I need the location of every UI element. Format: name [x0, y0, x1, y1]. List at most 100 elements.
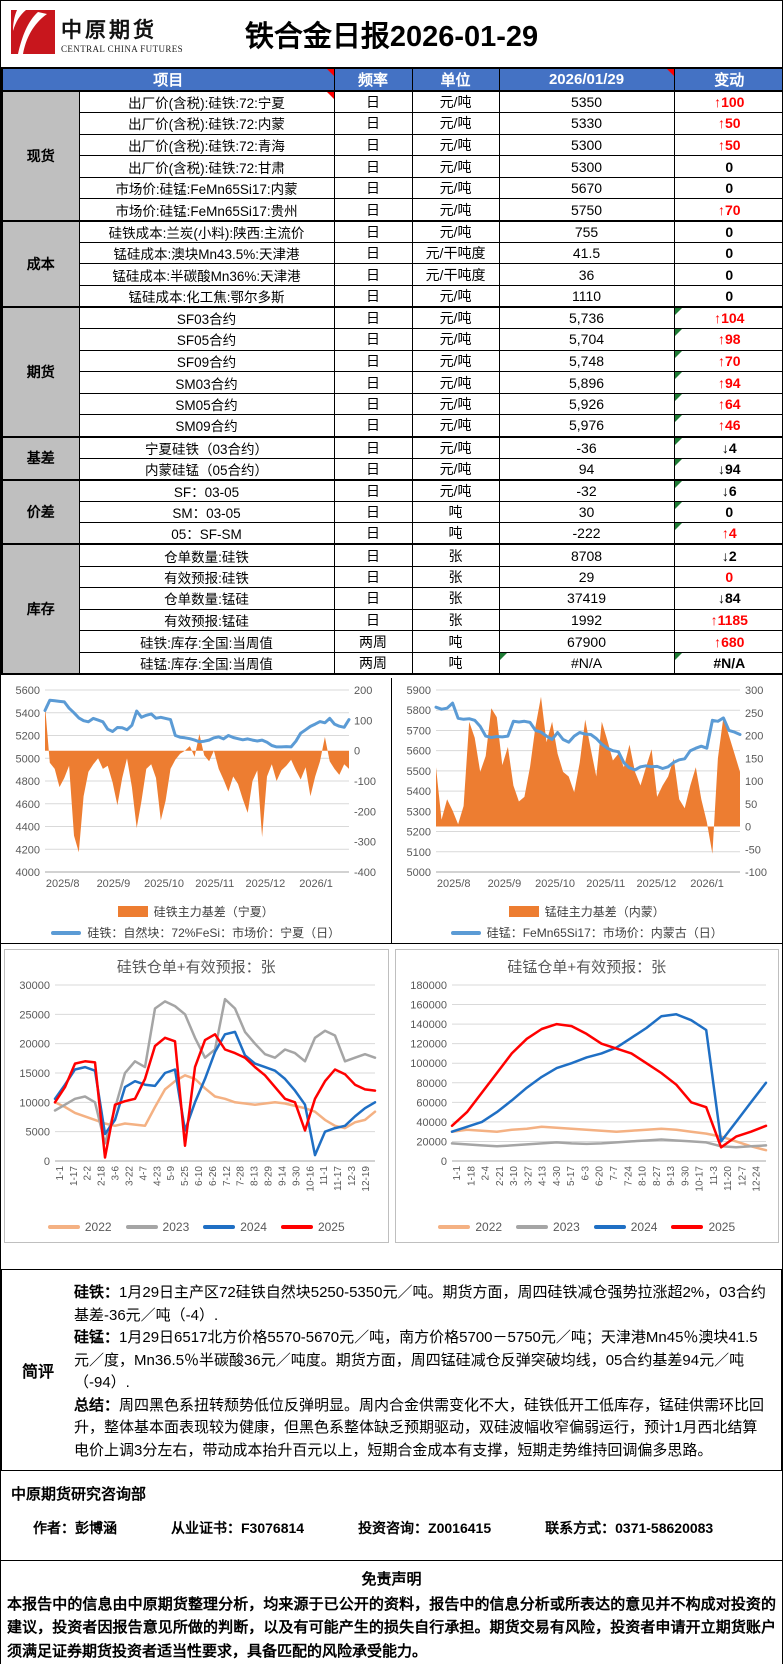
cell-frequency: 日: [333, 305, 413, 330]
cell-item: 宁夏硅铁（03合约）: [78, 435, 335, 459]
cell-value: 5300: [498, 133, 675, 157]
column-header-3: 2026/01/29: [498, 67, 675, 92]
cell-change: ↑1185: [673, 608, 782, 632]
y-axis-tick-right: 200: [745, 731, 763, 743]
y-axis-tick-left: 60000: [416, 1097, 447, 1109]
y-axis-tick-left: 5200: [406, 827, 430, 839]
legend-item: 2023: [516, 1220, 580, 1234]
y-axis-tick-left: 5000: [16, 753, 40, 765]
cell-item: SM03合约: [78, 371, 335, 394]
y-axis-tick-right: -100: [745, 867, 767, 879]
table-row: 硅锰:库存:全国:当周值 两周吨 #N/A #N/A: [2, 651, 782, 675]
y-axis-tick-right: 250: [745, 708, 763, 720]
cell-unit: 元/吨: [411, 90, 500, 114]
disclaimer-section: 免责声明 本报告中的信息由中原期货整理分析，均来源于已公开的资料，报告中的信息分…: [1, 1560, 782, 1664]
table-row: 内蒙硅锰（05合约）日元/吨 94 ↓94: [2, 457, 782, 481]
legend-swatch-line: [51, 930, 82, 935]
table-row: 价差 SF：03-05 日元/吨 -32 ↓6: [1, 478, 782, 545]
cell-change: 0: [673, 263, 782, 286]
comment-paragraph-text: 1月29日主产区72硅铁自然块5250-5350元／吨。期货方面，周四硅铁减仓强…: [74, 1284, 766, 1324]
x-axis-tick: 8-27: [651, 1166, 662, 1186]
x-axis-tick: 12-19: [361, 1166, 372, 1192]
cell-frequency: 日: [333, 587, 413, 610]
x-axis-tick: 9-14: [278, 1166, 289, 1186]
chart-sm-basis: 5000 5100 5200 5300 5400 5500 5600 5700 5800 5900…: [392, 678, 783, 943]
company-name: 中原期货 CENTRAL CHINA FUTURES: [61, 14, 183, 54]
cell-frequency: 日: [333, 500, 413, 524]
cell-unit: 元/吨: [411, 328, 500, 351]
cell-item: 出厂价(含税):硅铁:72:甘肃: [78, 155, 335, 178]
legend-item: 2024: [203, 1220, 267, 1234]
x-axis-tick: 8-10: [637, 1166, 648, 1186]
y-axis-tick-right: 300: [745, 685, 763, 697]
y-axis-tick-right: 150: [745, 753, 763, 765]
legend-label: 2023: [162, 1220, 190, 1235]
x-axis-tick: 11-3: [708, 1166, 719, 1186]
cell-unit: 元/吨: [411, 435, 500, 459]
cell-change: #N/A: [673, 651, 782, 675]
cell-frequency: 日: [333, 414, 413, 437]
cell-value: -32: [498, 478, 675, 502]
table-row: 市场价:硅锰:FeMn65Si17:贵州日元/吨 5750 ↑70: [2, 198, 782, 222]
x-axis-tick: 11-1: [319, 1166, 330, 1186]
cell-change: ↓6: [673, 478, 782, 502]
table-row: SF05合约日元/吨 5,704 ↑98: [2, 328, 782, 351]
group-label: 期货: [1, 305, 80, 437]
x-axis-tick: 2025/9: [487, 878, 521, 890]
cell-item: 出厂价(含税):硅铁:72:宁夏: [78, 90, 335, 114]
cell-item: 有效预报:锰硅: [78, 608, 335, 632]
x-axis-tick: 6-26: [208, 1166, 219, 1186]
cell-value: 94: [498, 457, 675, 481]
cell-change: 0: [673, 565, 782, 589]
y-axis-tick-right: -300: [354, 837, 376, 849]
footer-info-item: 从业证书：F3076814: [171, 1520, 305, 1537]
table-row: SF09合约日元/吨 5,748 ↑70: [2, 349, 782, 373]
y-axis-tick-left: 5700: [406, 725, 430, 737]
x-axis-tick: 2026/1: [690, 878, 724, 890]
table-row: 仓单数量:锰硅日张 37419 ↓84: [2, 587, 782, 610]
x-axis-tick: 7-7: [609, 1166, 620, 1181]
table-row: 出厂价(含税):硅铁:72:青海日元/吨 5300 ↑50: [2, 133, 782, 157]
y-axis-tick-right: 0: [745, 822, 751, 834]
cell-item: 出厂价(含税):硅铁:72:青海: [78, 133, 335, 157]
y-axis-tick-left: 5500: [406, 766, 430, 778]
cell-frequency: 日: [333, 543, 413, 567]
legend-item: 2025: [280, 1220, 345, 1234]
x-axis-tick: 4-7: [138, 1166, 149, 1181]
cell-unit: 元/吨: [411, 176, 500, 200]
cell-change: ↑4: [673, 522, 782, 545]
y-axis-tick-left: 5900: [406, 685, 430, 697]
cell-item: 锰硅成本:半碳酸Mn36%:天津港: [78, 263, 335, 286]
y-axis-tick-left: 40000: [416, 1117, 447, 1129]
cell-value: 30: [498, 500, 675, 524]
x-axis-tick: 5-9: [166, 1166, 177, 1181]
cell-frequency: 日: [333, 219, 413, 243]
x-axis-tick: 2025/8: [436, 878, 470, 890]
cell-value: 5,748: [498, 349, 675, 373]
chart-sf-basis: 4000 4200 4400 4600 4800 5000 5200 5400 5600 -400…: [1, 678, 392, 944]
x-axis-tick: 2025/12: [246, 878, 286, 890]
x-axis-tick: 2026/1: [299, 878, 333, 890]
cell-value: -36: [498, 435, 675, 459]
legend-swatch-line: [516, 1225, 549, 1230]
x-axis-tick: 3-10: [509, 1166, 520, 1186]
x-axis-tick: 9-30: [680, 1166, 691, 1186]
cell-item: 仓单数量:锰硅: [78, 587, 335, 610]
cell-frequency: 日: [333, 565, 413, 589]
x-axis-tick: 2025/11: [195, 878, 234, 890]
table-row: 有效预报:硅铁日张 29 0: [2, 565, 782, 589]
disclaimer-text: 本报告中的信息由中原期货整理分析，均来源于已公开的资料，报告中的信息分析或所表达…: [7, 1596, 776, 1660]
chart-sf-warrants: 硅铁仓单+有效预报：张 0 5000 10000 15000 20000 25000 3000…: [4, 949, 389, 1244]
chart-title: 硅锰仓单+有效预报：张: [507, 959, 667, 977]
cell-value: 36: [498, 263, 675, 286]
table-row: 锰硅成本:化工焦:鄂尔多斯日元/吨 1110 0: [2, 284, 782, 308]
charts-bottom-row: 硅铁仓单+有效预报：张 0 5000 10000 15000 20000 25000 3000…: [1, 944, 782, 1244]
y-axis-tick-left: 15000: [19, 1068, 50, 1080]
y-axis-tick-left: 80000: [416, 1078, 447, 1090]
cell-frequency: 日: [333, 176, 413, 200]
y-axis-tick-left: 5400: [16, 708, 40, 720]
disclaimer-title: 免责声明: [361, 1571, 422, 1589]
x-axis-tick: 11-17: [333, 1166, 344, 1191]
x-axis-tick: 7-28: [236, 1166, 247, 1186]
